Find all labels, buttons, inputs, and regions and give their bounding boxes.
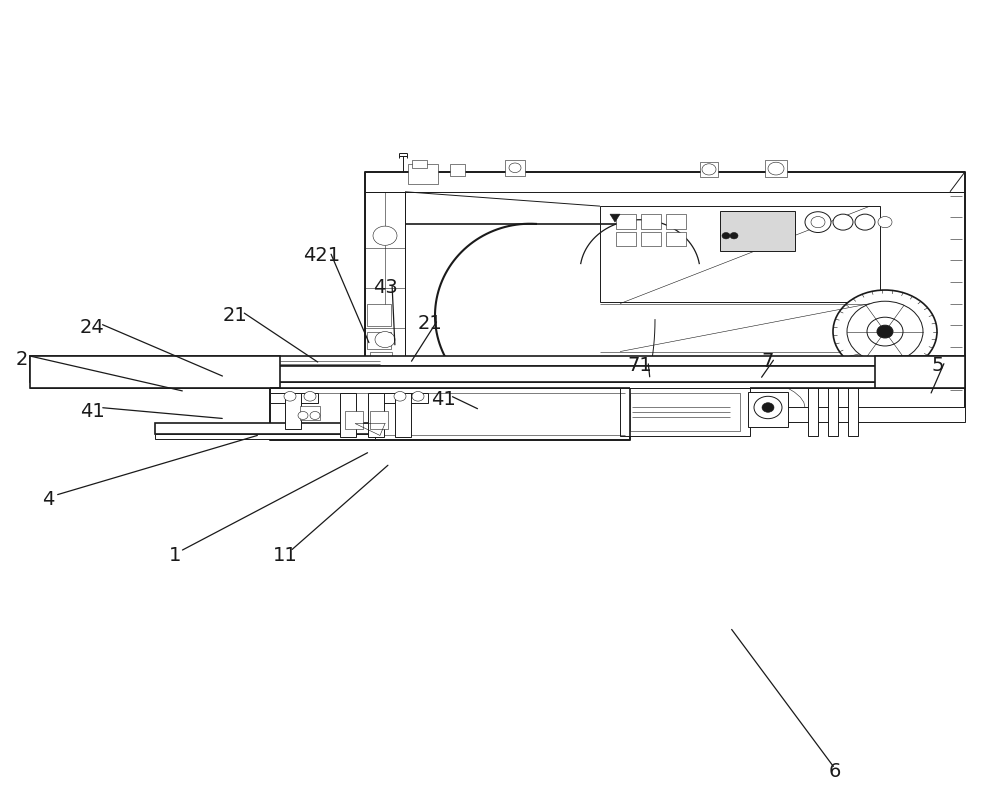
Bar	[368, 364, 393, 380]
Circle shape	[754, 396, 782, 419]
Circle shape	[811, 217, 825, 228]
Bar	[400, 396, 430, 415]
Circle shape	[855, 214, 875, 230]
Bar	[370, 411, 388, 429]
Bar	[395, 393, 411, 437]
Bar	[30, 356, 280, 388]
Bar	[270, 388, 630, 440]
Bar	[270, 393, 318, 403]
Bar	[720, 211, 795, 251]
Circle shape	[298, 411, 308, 419]
Bar	[450, 164, 465, 176]
Bar	[155, 423, 375, 434]
Circle shape	[847, 301, 923, 362]
Circle shape	[805, 212, 831, 233]
Text: 71: 71	[628, 356, 652, 375]
Bar	[30, 366, 965, 382]
Circle shape	[877, 325, 893, 338]
Circle shape	[833, 290, 937, 373]
Circle shape	[394, 392, 406, 401]
Circle shape	[375, 332, 395, 348]
Text: 2: 2	[16, 350, 28, 369]
Circle shape	[867, 317, 903, 346]
Circle shape	[768, 162, 784, 175]
Text: 4: 4	[42, 490, 54, 509]
Bar	[828, 388, 838, 436]
Text: 24: 24	[80, 318, 104, 337]
Bar	[875, 356, 965, 388]
Bar	[616, 232, 636, 246]
Bar	[848, 388, 858, 436]
Text: 7: 7	[762, 352, 774, 372]
Bar	[666, 232, 686, 246]
Bar	[748, 392, 788, 427]
Text: 6: 6	[829, 761, 841, 781]
Bar	[808, 388, 818, 436]
Text: 5: 5	[932, 356, 944, 375]
Circle shape	[373, 226, 397, 245]
Bar	[30, 356, 965, 366]
Circle shape	[310, 411, 320, 419]
Circle shape	[730, 233, 738, 239]
Bar	[616, 214, 636, 229]
Bar	[365, 407, 965, 422]
Bar	[340, 393, 356, 437]
Text: 41: 41	[431, 390, 455, 409]
Bar	[370, 392, 400, 406]
Circle shape	[304, 392, 316, 401]
Bar	[666, 214, 686, 229]
Bar	[367, 332, 391, 349]
Bar	[641, 214, 661, 229]
Bar	[505, 160, 525, 176]
Circle shape	[762, 403, 774, 412]
Polygon shape	[610, 214, 620, 222]
Bar	[412, 160, 427, 168]
Text: 421: 421	[303, 246, 341, 265]
Text: 21: 21	[418, 314, 442, 333]
Text: 21: 21	[223, 306, 247, 325]
Bar	[155, 434, 375, 439]
Bar	[380, 393, 428, 403]
Circle shape	[722, 233, 730, 239]
Circle shape	[878, 217, 892, 228]
Circle shape	[509, 163, 521, 173]
Bar	[700, 162, 718, 177]
Bar	[345, 411, 363, 429]
Bar	[620, 388, 750, 436]
Bar	[641, 232, 661, 246]
Circle shape	[702, 164, 716, 175]
Text: 43: 43	[373, 278, 397, 297]
Circle shape	[377, 361, 393, 374]
Bar	[600, 206, 880, 302]
Polygon shape	[365, 172, 965, 415]
Circle shape	[284, 392, 296, 401]
Text: 1: 1	[169, 546, 181, 565]
Bar	[300, 406, 320, 420]
Bar	[765, 160, 787, 177]
Bar	[368, 393, 384, 437]
Bar	[30, 382, 965, 388]
Text: 11: 11	[273, 546, 297, 565]
Text: 41: 41	[80, 402, 104, 421]
Circle shape	[412, 392, 424, 401]
Bar	[367, 304, 391, 326]
Bar	[365, 192, 405, 415]
Bar	[285, 393, 301, 429]
Bar	[630, 393, 740, 431]
Bar	[408, 164, 438, 184]
Bar	[370, 352, 392, 364]
Circle shape	[833, 214, 853, 230]
Bar	[372, 406, 387, 415]
